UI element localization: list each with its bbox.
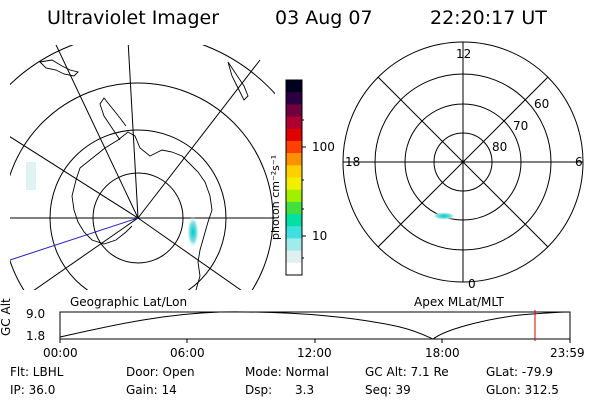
colorbar-swatch bbox=[286, 250, 302, 264]
island-coast bbox=[227, 61, 249, 101]
colorbar-swatch bbox=[286, 262, 302, 276]
geographic-map bbox=[10, 45, 275, 290]
x-tick-0000: 00:00 bbox=[43, 346, 78, 360]
status-flt: Flt: LBHL bbox=[10, 365, 64, 379]
mlat-mlt-dial bbox=[342, 41, 584, 283]
status-seq: Seq: 39 bbox=[365, 383, 411, 397]
colorbar-swatch bbox=[286, 177, 302, 191]
geographic-caption: Geographic Lat/Lon bbox=[70, 295, 188, 309]
status-gc-alt: GC Alt: 7.1 Re bbox=[365, 365, 449, 379]
colorbar-swatch bbox=[286, 128, 302, 142]
mlat-label-80: 80 bbox=[492, 140, 508, 154]
colorbar bbox=[285, 79, 303, 276]
time-label: 22:20:17 UT bbox=[430, 7, 547, 29]
altitude-plot-frame bbox=[59, 311, 571, 340]
altitude-x-ticks bbox=[59, 339, 571, 343]
meridian bbox=[137, 217, 242, 290]
colorbar-frame bbox=[285, 79, 303, 276]
mlt-label-0: 0 bbox=[468, 277, 476, 291]
altitude-ylabel: GC Alt bbox=[0, 298, 13, 336]
date-label: 03 Aug 07 bbox=[275, 7, 373, 29]
meridian bbox=[55, 45, 139, 219]
x-tick-2359: 23:59 bbox=[550, 346, 585, 360]
mlt-label-12: 12 bbox=[456, 47, 472, 61]
colorbar-swatch bbox=[286, 214, 302, 227]
altitude-ymax: 9.0 bbox=[26, 307, 46, 321]
status-glat: GLat: -79.9 bbox=[486, 365, 553, 379]
mlt-label-18: 18 bbox=[345, 155, 361, 169]
colorbar-swatch bbox=[286, 189, 302, 203]
colorbar-swatch bbox=[286, 80, 302, 93]
colorbar-swatch bbox=[286, 226, 302, 239]
apex-caption: Apex MLat/MLT bbox=[414, 295, 504, 309]
status-mode: Mode: Normal bbox=[245, 365, 329, 379]
south-america-coast bbox=[39, 59, 79, 77]
status-gain: Gain: 14 bbox=[126, 383, 177, 397]
altitude-curve bbox=[59, 311, 571, 340]
colorbar-swatch bbox=[286, 104, 302, 118]
status-door: Door: Open bbox=[126, 365, 195, 379]
altitude-plot bbox=[59, 310, 571, 343]
colorbar-tick-100: 100 bbox=[312, 140, 335, 154]
colorbar-swatch bbox=[286, 153, 302, 166]
colorbar-swatch bbox=[286, 116, 302, 130]
colorbar-swatch bbox=[286, 165, 302, 178]
ground-track bbox=[10, 217, 139, 261]
altitude-ymin: 1.8 bbox=[26, 329, 46, 343]
mlt-label-6: 6 bbox=[575, 155, 583, 169]
status-dsp: Dsp: 3.3 bbox=[245, 383, 315, 397]
mlat-label-70: 70 bbox=[513, 119, 529, 133]
status-ip: IP: 36.0 bbox=[10, 383, 56, 397]
aurora-spot-left bbox=[187, 216, 199, 248]
colorbar-swatch bbox=[286, 238, 302, 252]
mlt-diag bbox=[377, 76, 549, 248]
colorbar-swatch bbox=[286, 201, 302, 215]
peninsula-coastline bbox=[99, 97, 127, 141]
meridian bbox=[127, 45, 139, 219]
colorbar-ticks bbox=[302, 119, 306, 259]
meridian bbox=[137, 59, 261, 219]
meridian bbox=[10, 136, 139, 219]
instrument-title: Ultraviolet Imager bbox=[47, 7, 220, 29]
status-glon: GLon: 312.5 bbox=[486, 383, 559, 397]
colorbar-tick-10: 10 bbox=[312, 229, 328, 243]
x-tick-1200: 12:00 bbox=[297, 346, 332, 360]
x-tick-1800: 18:00 bbox=[425, 346, 460, 360]
colorbar-swatch bbox=[286, 140, 302, 154]
x-tick-0600: 06:00 bbox=[170, 346, 205, 360]
meridian bbox=[33, 217, 139, 290]
antarctica-coastline bbox=[71, 131, 213, 290]
aurora-spot-right bbox=[432, 212, 456, 220]
colorbar-unit: photon cm⁻²s⁻¹ bbox=[269, 155, 282, 240]
aurora-region-left bbox=[26, 162, 36, 190]
mlat-label-60: 60 bbox=[534, 97, 550, 111]
colorbar-swatch bbox=[286, 92, 302, 105]
